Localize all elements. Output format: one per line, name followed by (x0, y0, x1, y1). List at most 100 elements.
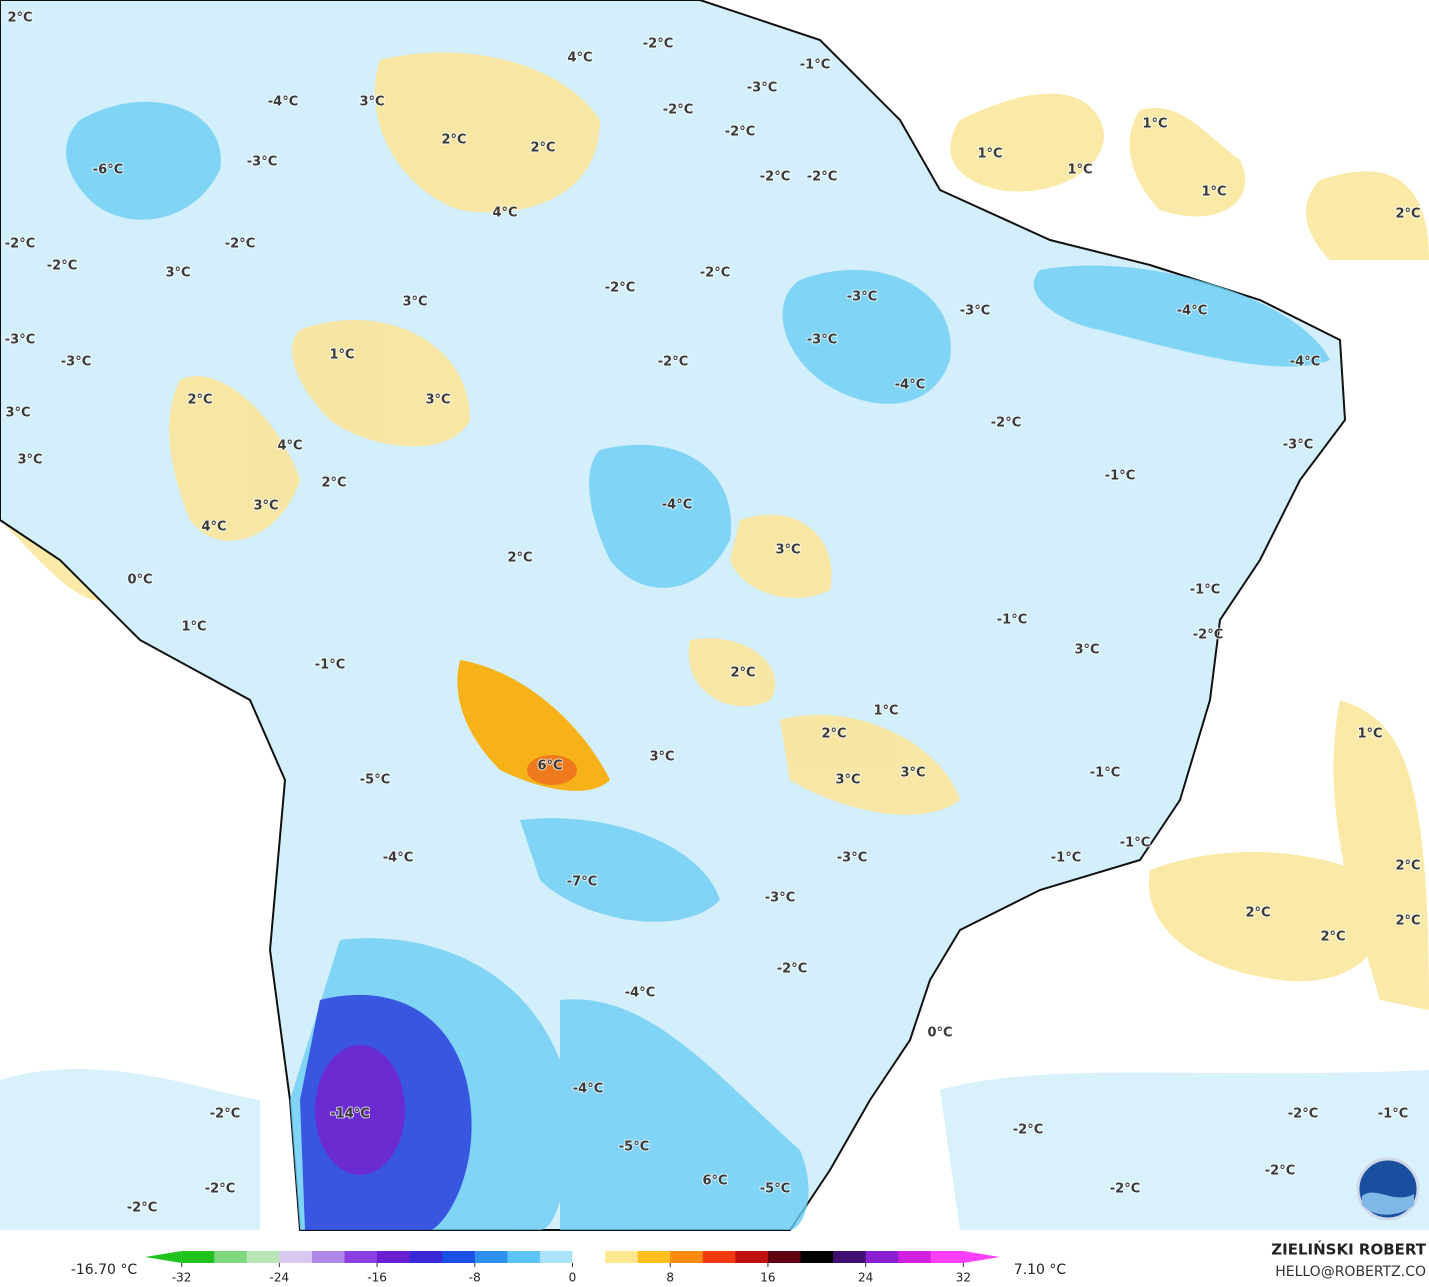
colorbar-swatch (442, 1251, 476, 1263)
temperature-label: -2°C (700, 266, 730, 281)
colorbar-min: -16.70 °C (71, 1262, 138, 1278)
colorbar-swatch (637, 1251, 671, 1263)
land (0, 0, 1347, 1231)
colorbar-swatch (409, 1251, 443, 1263)
ocean-patches (0, 1069, 1429, 1230)
temperature-label: -2°C (991, 416, 1021, 431)
temperature-label: 4°C (492, 206, 517, 221)
temperature-label: -2°C (1193, 628, 1223, 643)
colorbar-tick-label: -24 (270, 1271, 290, 1285)
temperature-label: -1°C (997, 613, 1027, 628)
temperature-label: -5°C (619, 1140, 649, 1155)
temperature-label: -14°C (330, 1107, 370, 1122)
temperature-label: 3°C (425, 393, 450, 408)
temperature-label: 1°C (873, 704, 898, 719)
colorbar-swatch (605, 1251, 639, 1263)
temperature-label: -3°C (847, 290, 877, 305)
temperature-label: -3°C (247, 155, 277, 170)
colorbar-tick-label: 16 (760, 1271, 775, 1285)
temperature-label: 3°C (165, 266, 190, 281)
temperature-label: -3°C (765, 891, 795, 906)
temperature-label: 4°C (201, 520, 226, 535)
temperature-label: 2°C (321, 476, 346, 491)
temperature-label: -2°C (777, 962, 807, 977)
temperature-label: -2°C (225, 237, 255, 252)
temperature-label: -1°C (1090, 766, 1120, 781)
colorbar-swatch (833, 1251, 867, 1263)
temperature-label: 3°C (775, 543, 800, 558)
temperature-label: -2°C (1265, 1164, 1295, 1179)
email: HELLO@ROBERTZ.CO (1275, 1264, 1426, 1280)
temperature-label: 0°C (927, 1026, 952, 1041)
temperature-label: -4°C (625, 986, 655, 1001)
colorbar-swatch (474, 1251, 508, 1263)
noaa-logo (1356, 1157, 1420, 1221)
temperature-label: -7°C (567, 875, 597, 890)
colorbar-tick-label: 24 (858, 1271, 873, 1285)
temperature-label: 2°C (187, 393, 212, 408)
colorbar-swatch (898, 1251, 932, 1263)
temperature-label: -1°C (800, 58, 830, 73)
temperature-label: -5°C (760, 1182, 790, 1197)
temperature-label: -4°C (895, 378, 925, 393)
temperature-label: 2°C (821, 727, 846, 742)
temperature-label: -2°C (127, 1201, 157, 1216)
temperature-label: -4°C (268, 95, 298, 110)
temperature-label: -2°C (205, 1182, 235, 1197)
temperature-label: 1°C (1067, 163, 1092, 178)
temperature-label: 3°C (253, 499, 278, 514)
colorbar-swatch (930, 1251, 964, 1263)
colorbar-swatch (344, 1251, 378, 1263)
temperature-label: 2°C (7, 11, 32, 26)
temperature-label: 1°C (1142, 117, 1167, 132)
temperature-label: -2°C (5, 237, 35, 252)
colorbar: -32 -24 -16 -8 0 8 16 24 32 (145, 1251, 1000, 1285)
colorbar-swatch (214, 1251, 248, 1263)
colorbar-max: 7.10 °C (1014, 1262, 1067, 1278)
colorbar-swatch (539, 1251, 573, 1263)
temperature-label: -2°C (807, 170, 837, 185)
colorbar-swatch (767, 1251, 801, 1263)
temperature-label: 3°C (900, 766, 925, 781)
temperature-label: 4°C (567, 51, 592, 66)
temperature-label: -5°C (360, 773, 390, 788)
temperature-label: 3°C (359, 95, 384, 110)
colorbar-tick-label: -8 (469, 1271, 481, 1285)
temperature-label: -1°C (1105, 469, 1135, 484)
temperature-label: -4°C (1290, 355, 1320, 370)
temperature-label: 3°C (402, 295, 427, 310)
temperature-label: 2°C (730, 666, 755, 681)
temperature-label: 1°C (329, 348, 354, 363)
temperature-label: -2°C (1013, 1123, 1043, 1138)
author: ZIELIŃSKI ROBERT (1271, 1240, 1426, 1259)
colorbar-tick-label: -32 (172, 1271, 192, 1285)
temperature-label: -2°C (1288, 1107, 1318, 1122)
temperature-label: 3°C (1074, 643, 1099, 658)
temperature-label: -2°C (760, 170, 790, 185)
temperature-label: 2°C (1395, 207, 1420, 222)
temperature-label: 1°C (181, 620, 206, 635)
temperature-label: -1°C (1190, 583, 1220, 598)
temperature-label: 2°C (441, 133, 466, 148)
land-warm-patches (169, 52, 960, 815)
temperature-label: -4°C (383, 851, 413, 866)
colorbar-swatch (735, 1251, 769, 1263)
temperature-label: 4°C (277, 439, 302, 454)
temperature-label: 3°C (835, 773, 860, 788)
temperature-label: -3°C (1283, 438, 1313, 453)
temperature-label: -1°C (1378, 1107, 1408, 1122)
temperature-label: -1°C (1120, 836, 1150, 851)
temperature-label: 2°C (1395, 859, 1420, 874)
temperature-label: 3°C (17, 453, 42, 468)
temperature-label: 6°C (537, 759, 562, 774)
colorbar-end (145, 1251, 182, 1263)
colorbar-tick-label: 8 (666, 1271, 674, 1285)
temperature-label: -2°C (725, 125, 755, 140)
temperature-label: -4°C (573, 1082, 603, 1097)
temperature-label: 6°C (702, 1174, 727, 1189)
temperature-label: -3°C (807, 333, 837, 348)
coldest-area (315, 1045, 405, 1175)
colorbar-swatch (279, 1251, 313, 1263)
temperature-label: 2°C (507, 551, 532, 566)
temperature-label: 2°C (1395, 914, 1420, 929)
